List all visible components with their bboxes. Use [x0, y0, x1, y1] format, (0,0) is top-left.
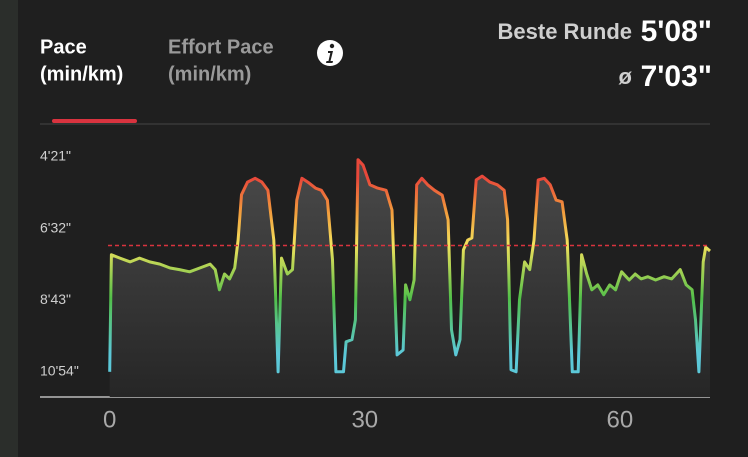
best-lap-value: 5'08": [641, 15, 712, 48]
tab-indicator: [52, 119, 137, 123]
average-symbol: ø: [619, 64, 633, 89]
y-tick-label: 8'43": [40, 291, 71, 307]
tab-unit[interactable]: (min/km): [40, 63, 123, 85]
y-tick-label: 4'21": [40, 148, 71, 164]
info-icon[interactable]: [317, 40, 343, 66]
tab-title[interactable]: Pace: [40, 36, 87, 58]
x-tick-label: 30: [351, 406, 378, 433]
best-lap-label: Beste Runde: [498, 19, 632, 44]
x-tick-label: 0: [103, 406, 116, 433]
pace-line: [108, 158, 711, 374]
y-tick-label: 10'54": [40, 363, 79, 379]
y-tick-label: 6'32": [40, 219, 71, 235]
average-value: 7'03": [641, 60, 712, 93]
tab-unit[interactable]: (min/km): [168, 63, 251, 85]
area: [109, 159, 710, 397]
x-tick-label: 60: [607, 406, 634, 433]
tab-title[interactable]: Effort Pace: [168, 36, 274, 58]
map-edge: [0, 0, 18, 457]
